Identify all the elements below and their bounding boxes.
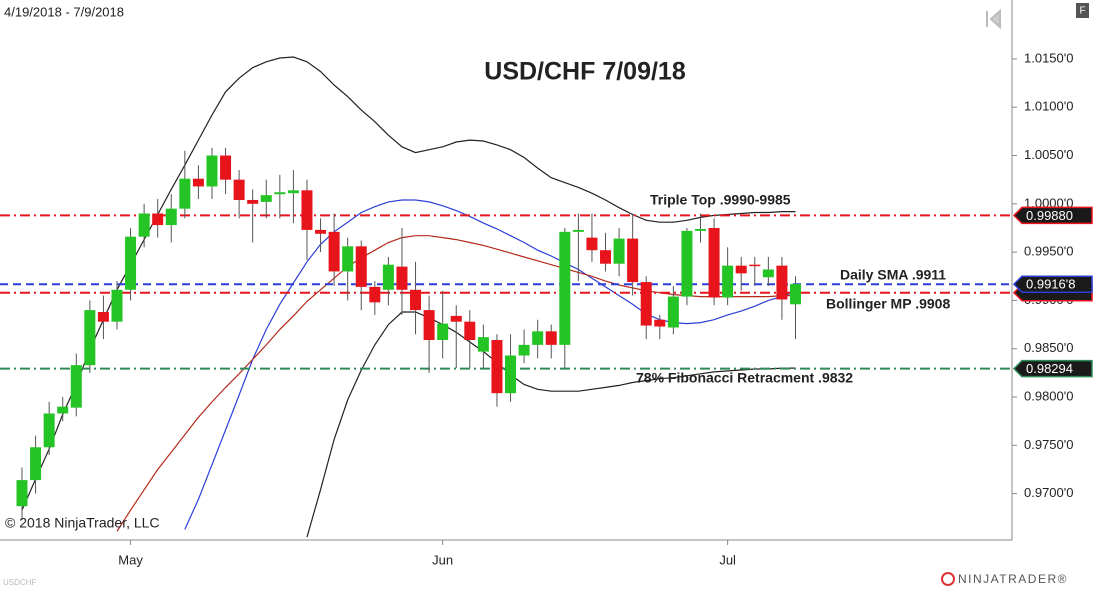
candle-body (559, 231, 571, 345)
candle-body (722, 265, 734, 298)
candle-body (749, 264, 761, 267)
candle-body (545, 331, 557, 345)
candle-body (695, 228, 706, 231)
indicator-line (306, 311, 796, 538)
candle-body (328, 231, 340, 272)
annotation: 78% Fibonacci Retracment .9832 (636, 370, 853, 386)
price-tag (1012, 206, 1093, 225)
candle-body (735, 265, 747, 274)
candle-body (600, 250, 612, 264)
candle-body (16, 480, 28, 507)
candle-body (57, 406, 69, 414)
plot-layer (0, 56, 1012, 538)
symbol-label: USDCHF (3, 578, 36, 587)
candle-body (43, 413, 55, 448)
candle-body (477, 337, 489, 352)
candle-body (708, 227, 720, 298)
candle-body (274, 192, 286, 195)
candle-body (491, 340, 503, 394)
candle-body (355, 246, 367, 287)
candle-body (505, 355, 517, 394)
candle-body (681, 230, 693, 297)
toolbar-button[interactable] (1076, 3, 1089, 18)
y-tick-label: 0.9700'0 (1024, 485, 1073, 500)
candle-body (572, 229, 584, 232)
candle-body (315, 229, 327, 234)
chart-title: USD/CHF 7/09/18 (484, 58, 686, 86)
price-tag-label: 0.98294 (1026, 361, 1073, 376)
candle-body (179, 178, 191, 209)
candle-body (138, 213, 150, 237)
price-tag-label: 0.9916'8 (1026, 277, 1075, 292)
copyright: © 2018 NinjaTrader, LLC (5, 515, 160, 531)
candle-body (776, 265, 788, 300)
y-tick-label: 1.0150'0 (1024, 50, 1073, 65)
candle-body (450, 315, 462, 322)
candle-body (84, 310, 96, 366)
candle-body (152, 213, 164, 226)
candle-body (125, 236, 137, 290)
candle-body (233, 179, 245, 200)
candle-body (287, 190, 299, 194)
y-tick-label: 0.9800'0 (1024, 388, 1073, 403)
candle-body (396, 266, 408, 290)
candle-body (667, 296, 679, 328)
scroll-icon[interactable] (986, 8, 1001, 30)
candle-body (654, 319, 666, 327)
x-tick-label: Jun (432, 552, 453, 567)
y-tick-label: 1.0100'0 (1024, 99, 1073, 114)
candle-body (586, 237, 598, 251)
candle-body (342, 246, 354, 272)
annotation: Bollinger MP .9908 (826, 296, 950, 312)
y-tick-label: 0.9850'0 (1024, 340, 1073, 355)
y-tick-label: 1.0000'0 (1024, 195, 1073, 210)
y-tick-label: 0.9950'0 (1024, 244, 1073, 259)
candle-body (762, 269, 774, 278)
brand-icon (941, 572, 955, 586)
candle-body (97, 312, 109, 322)
price-tag (1012, 359, 1093, 378)
candle-body (247, 199, 259, 204)
x-tick-label: May (118, 552, 143, 567)
candle-body (423, 310, 435, 341)
candle-body (70, 365, 82, 408)
candle-body (111, 289, 123, 322)
toolbar-button-label[interactable]: F (1079, 6, 1085, 17)
y-tick-label: 0.9750'0 (1024, 437, 1073, 452)
price-tag-label: 0.99880 (1026, 208, 1073, 223)
candle-body (382, 264, 394, 290)
candle-body (192, 178, 204, 187)
candle-body (206, 155, 218, 187)
candle-body (464, 321, 476, 341)
candle-body (369, 286, 381, 303)
candle-body (627, 238, 639, 283)
y-tick-label: 1.0050'0 (1024, 147, 1073, 162)
x-tick-label: Jul (719, 552, 736, 567)
candle-body (518, 344, 530, 356)
candle-body (789, 284, 801, 305)
annotation: Daily SMA .9911 (840, 267, 946, 283)
date-range: 4/19/2018 - 7/9/2018 (4, 4, 124, 19)
candle-body (613, 238, 625, 264)
indicator-line (21, 56, 796, 511)
price-tag (1012, 275, 1093, 293)
candle-body (220, 155, 232, 180)
candle-body (410, 289, 422, 311)
annotation: Triple Top .9990-9985 (650, 192, 791, 208)
candle-body (165, 208, 177, 226)
candle-body (640, 282, 652, 326)
plot-area (0, 56, 1012, 538)
candle-body (30, 447, 42, 481)
brand: NINJATRADER® (958, 572, 1068, 586)
candle-body (532, 331, 544, 345)
candle-body (437, 323, 449, 341)
candle-body (301, 190, 313, 230)
candle-body (260, 195, 272, 202)
